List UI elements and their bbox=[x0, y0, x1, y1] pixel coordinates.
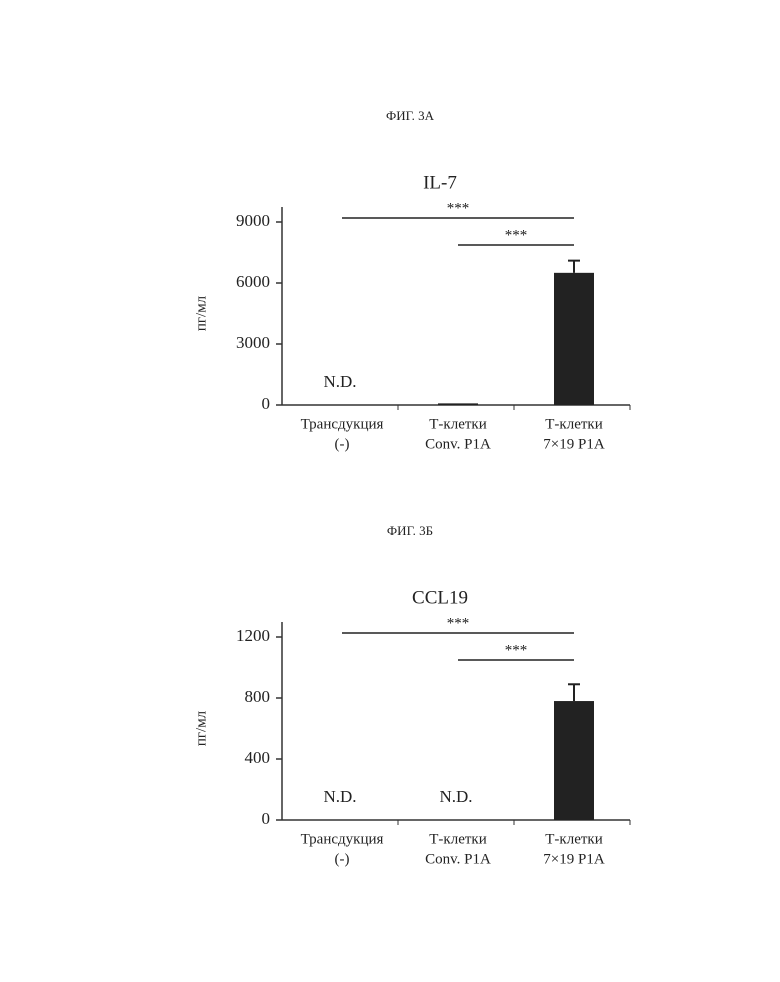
value-label: N.D. bbox=[323, 372, 356, 391]
x-tick-label: Т-клетки bbox=[429, 831, 486, 847]
x-tick-label: Conv. P1A bbox=[425, 851, 491, 867]
y-tick-label: 1200 bbox=[236, 626, 270, 645]
figure: ФИГ. 3А IL-7 пг/мл 0 3000 6000 9000 Трансдукция… bbox=[0, 0, 780, 982]
x-tick-label: Трансдукция bbox=[301, 416, 384, 432]
figure-label: ФИГ. 3А bbox=[386, 108, 435, 123]
x-tick-label: (-) bbox=[335, 436, 350, 452]
y-tick-label: 800 bbox=[245, 687, 271, 706]
x-tick-label: (-) bbox=[335, 851, 350, 867]
y-tick-label: 400 bbox=[245, 748, 271, 767]
x-tick-label: Т-клетки bbox=[545, 416, 602, 432]
y-tick-label: 3000 bbox=[236, 333, 270, 352]
x-tick-label: Conv. P1A bbox=[425, 436, 491, 452]
y-tick-label: 6000 bbox=[236, 272, 270, 291]
y-tick-label: 9000 bbox=[236, 211, 270, 230]
x-tick-label: 7×19 P1A bbox=[543, 436, 605, 452]
x-tick-label: Т-клетки bbox=[429, 416, 486, 432]
figure-label: ФИГ. 3Б bbox=[387, 523, 433, 538]
y-axis-label: пг/мл bbox=[193, 710, 209, 746]
y-tick-label: 0 bbox=[262, 809, 271, 828]
bar bbox=[438, 403, 478, 405]
value-label: N.D. bbox=[323, 787, 356, 806]
significance-label: *** bbox=[447, 200, 470, 216]
chart-title: CCL19 bbox=[412, 587, 468, 608]
x-tick-label: 7×19 P1A bbox=[543, 851, 605, 867]
page: ФИГ. 3А IL-7 пг/мл 0 3000 6000 9000 Трансдукция… bbox=[0, 0, 780, 982]
y-tick-label: 0 bbox=[262, 394, 271, 413]
significance-label: *** bbox=[505, 227, 528, 243]
chart-title: IL-7 bbox=[423, 172, 457, 193]
bar bbox=[554, 273, 594, 405]
x-tick-label: Т-клетки bbox=[545, 831, 602, 847]
significance-label: *** bbox=[447, 615, 470, 631]
bar bbox=[554, 701, 594, 820]
x-tick-label: Трансдукция bbox=[301, 831, 384, 847]
significance-label: *** bbox=[505, 642, 528, 658]
value-label: N.D. bbox=[439, 787, 472, 806]
y-axis-label: пг/мл bbox=[193, 295, 209, 331]
